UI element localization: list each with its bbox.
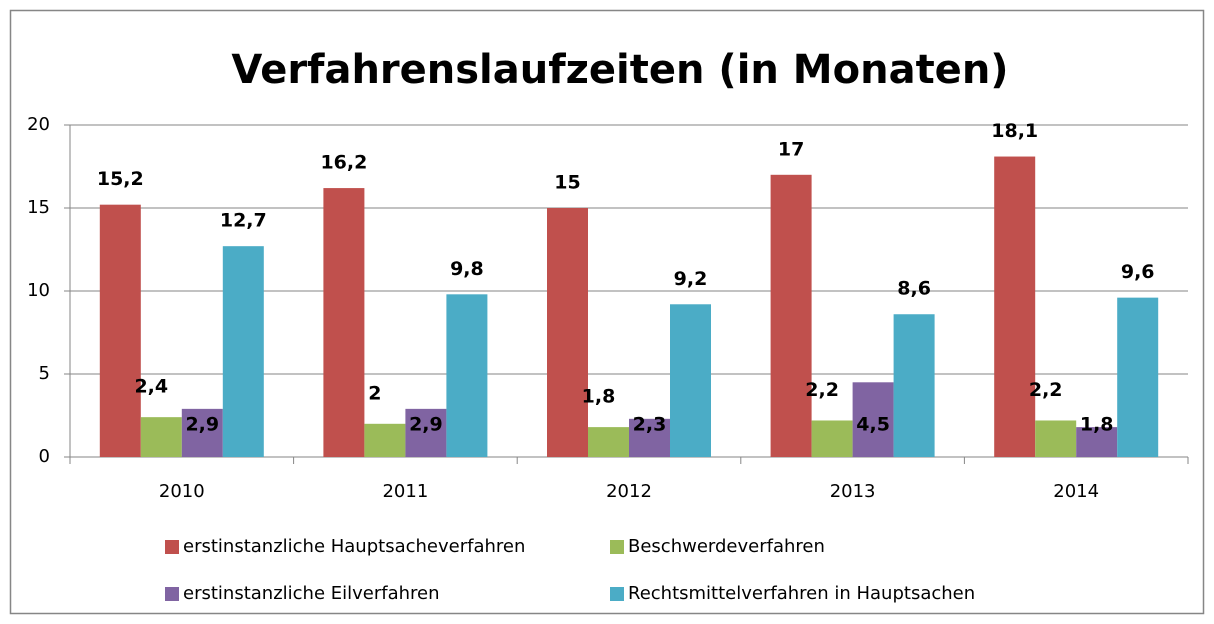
value-label: 8,6 (897, 278, 931, 300)
legend-swatch (165, 587, 179, 601)
legend-label: Rechtsmittelverfahren in Hauptsachen (628, 583, 975, 604)
legend-label: erstinstanzliche Hauptsacheverfahren (183, 536, 525, 557)
value-label: 2,4 (134, 376, 168, 398)
value-label: 16,2 (320, 152, 367, 174)
legend-swatch (610, 540, 624, 554)
bar (547, 208, 588, 457)
value-label: 15,2 (97, 168, 144, 190)
value-label: 2,3 (633, 414, 667, 436)
bar (222, 246, 264, 457)
y-tick-label: 10 (27, 280, 50, 301)
legend-label: erstinstanzliche Eilverfahren (183, 583, 440, 604)
bar (323, 188, 365, 457)
bar (364, 423, 406, 457)
bar (446, 294, 488, 457)
x-tick-label: 2014 (1053, 481, 1099, 502)
x-tick-label: 2011 (382, 481, 428, 502)
value-label: 9,8 (450, 258, 484, 280)
bar (994, 156, 1036, 458)
y-tick-label: 15 (27, 197, 50, 218)
chart-title: Verfahrenslaufzeiten (in Monaten) (231, 47, 1008, 93)
value-label: 17 (778, 138, 804, 160)
value-label: 4,5 (856, 414, 890, 436)
value-label: 1,8 (582, 386, 616, 408)
value-label: 2,2 (805, 379, 839, 401)
y-tick-label: 0 (39, 446, 50, 467)
x-tick-label: 2010 (159, 481, 205, 502)
legend-swatch (165, 540, 179, 554)
bar (770, 174, 812, 458)
bar (670, 304, 711, 457)
value-label: 1,8 (1080, 414, 1114, 436)
bar (852, 382, 894, 457)
bar (1117, 297, 1159, 457)
value-label: 2,2 (1029, 379, 1063, 401)
legend-label: Beschwerdeverfahren (628, 536, 825, 557)
bar (405, 408, 447, 457)
bar (1076, 427, 1118, 457)
x-tick-label: 2012 (606, 481, 652, 502)
bar (1035, 420, 1077, 457)
bar (629, 418, 670, 457)
bar (99, 204, 141, 457)
x-tick-label: 2013 (830, 481, 876, 502)
value-label: 2,9 (409, 414, 443, 436)
legend-swatch (610, 587, 624, 601)
value-label: 12,7 (220, 210, 267, 232)
value-label: 18,1 (991, 120, 1038, 142)
bar (588, 427, 629, 457)
bar (811, 420, 853, 457)
value-label: 9,6 (1121, 261, 1155, 283)
bar (140, 417, 182, 457)
y-tick-label: 20 (27, 114, 50, 135)
bar (181, 408, 223, 457)
value-label: 2,9 (185, 414, 219, 436)
bar (893, 314, 935, 457)
y-tick-label: 5 (39, 363, 50, 384)
value-label: 2 (368, 382, 381, 404)
value-label: 9,2 (674, 268, 708, 290)
value-label: 15 (554, 172, 580, 194)
